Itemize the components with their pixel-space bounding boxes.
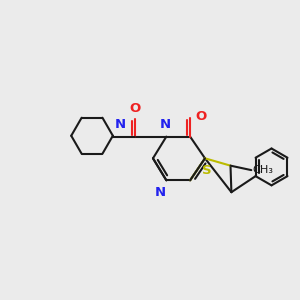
Text: CH₃: CH₃: [252, 165, 273, 175]
Text: O: O: [129, 102, 140, 115]
Text: N: N: [155, 186, 166, 199]
Text: N: N: [160, 118, 171, 131]
Text: N: N: [114, 118, 125, 131]
Text: S: S: [202, 164, 211, 177]
Text: O: O: [196, 110, 207, 123]
